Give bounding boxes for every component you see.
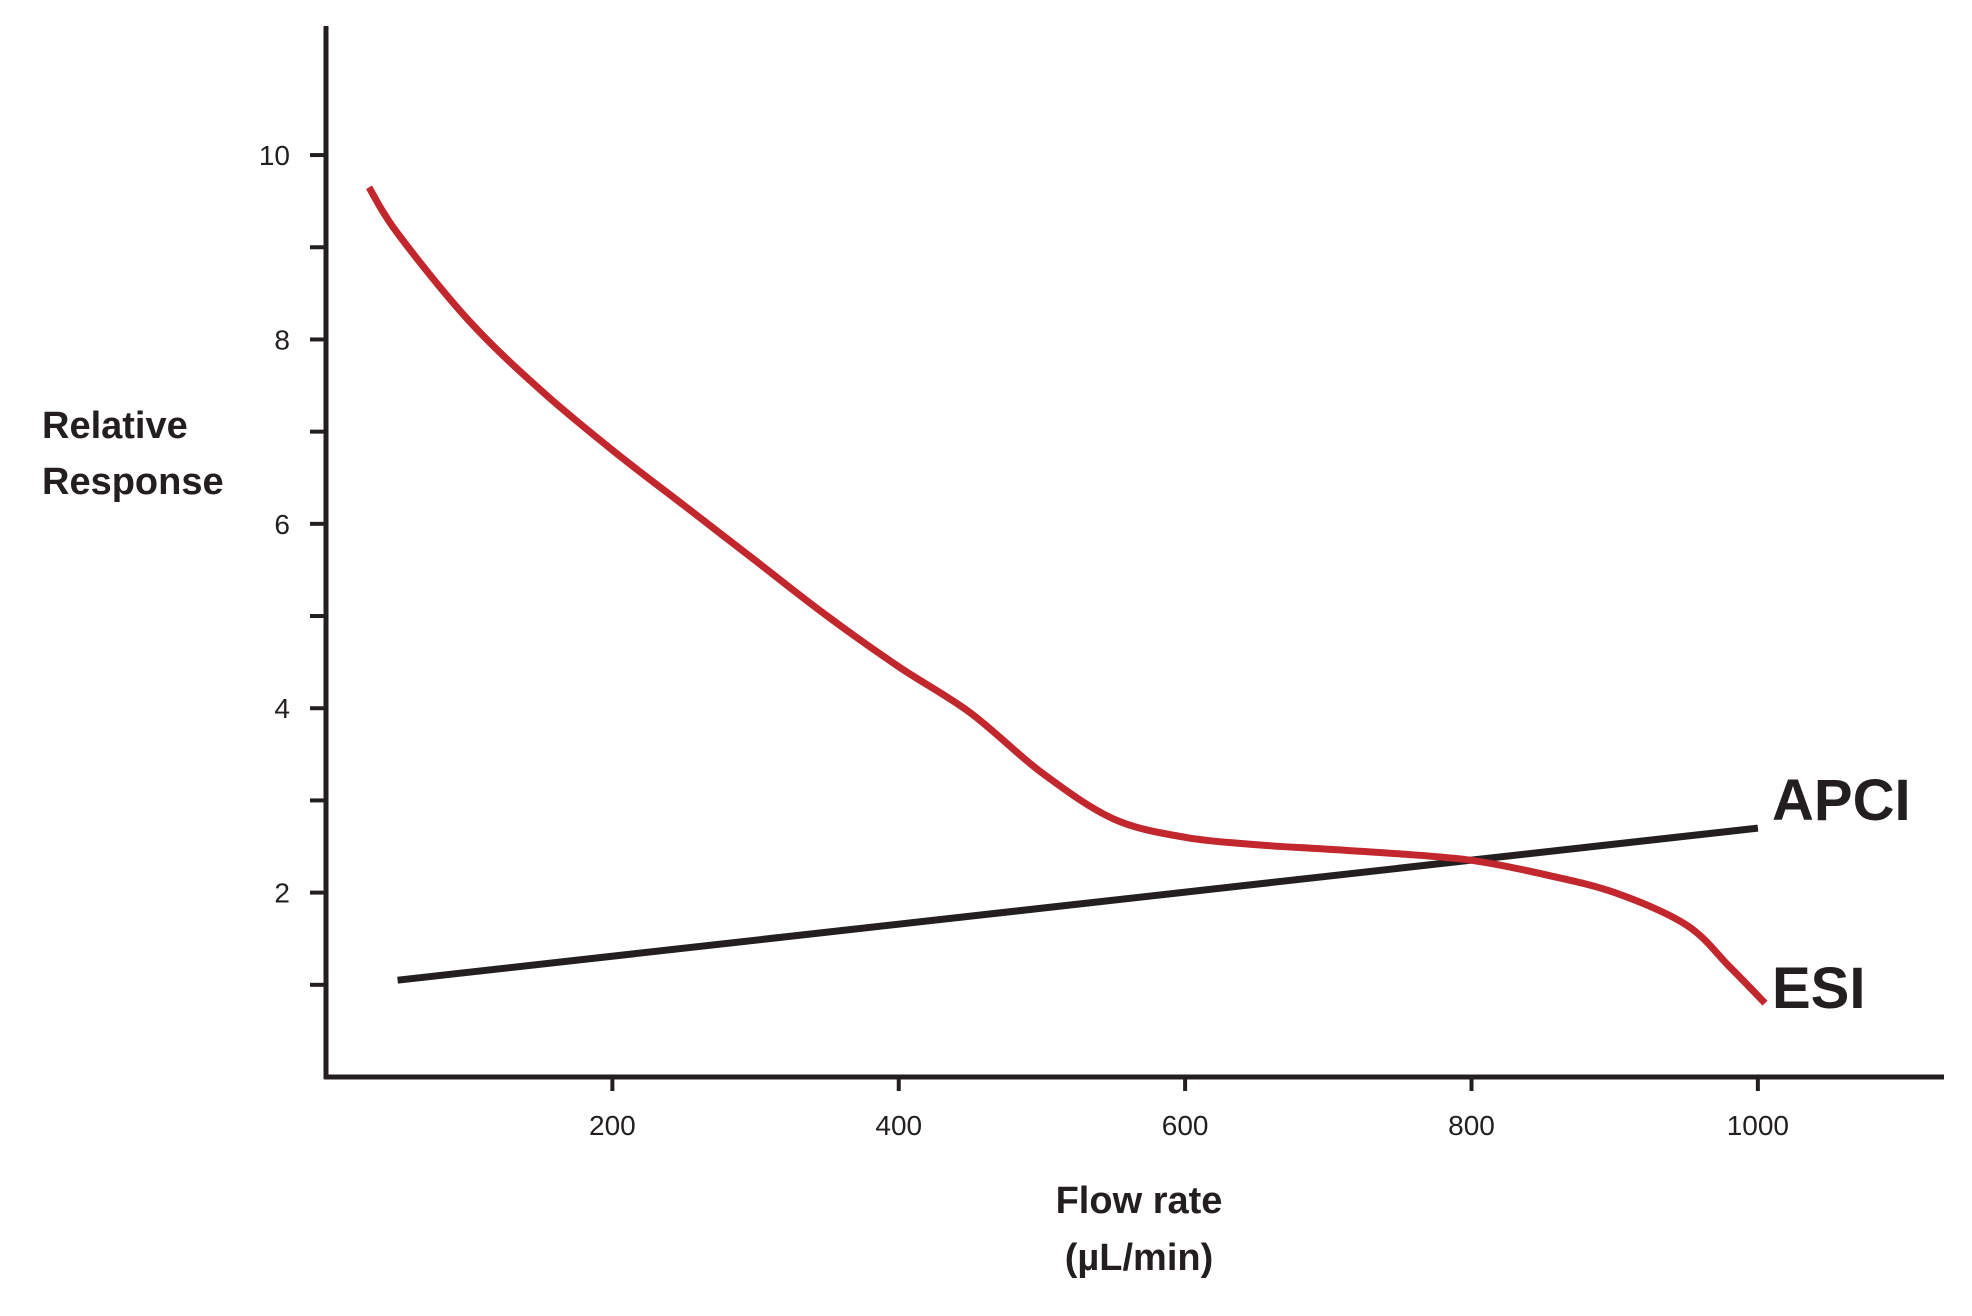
- x-axis-title-line2: (µL/min): [1065, 1237, 1214, 1279]
- y-axis-title-line2: Response: [42, 461, 224, 503]
- x-tick-label-1000: 1000: [1727, 1110, 1789, 1141]
- ticks: 200 400 600 800 1000 2 4 6 8 10: [259, 140, 1789, 1141]
- labels: Relative Response Flow rate (µL/min) APC…: [42, 405, 1911, 1279]
- series-line-esi: [365, 185, 1768, 1006]
- y-axis-title-line1: Relative: [42, 405, 188, 447]
- series-label-esi: ESI: [1772, 956, 1866, 1021]
- x-axis-title-line1: Flow rate: [1056, 1180, 1223, 1222]
- y-tick-label-8: 8: [274, 324, 290, 355]
- y-tick-label-10: 10: [259, 140, 290, 171]
- x-tick-label-800: 800: [1448, 1110, 1495, 1141]
- y-tick-label-4: 4: [274, 693, 290, 724]
- x-tick-label-400: 400: [875, 1110, 922, 1141]
- series-line-apci: [397, 824, 1759, 984]
- axes: [323, 26, 1944, 1080]
- y-tick-label-2: 2: [274, 878, 290, 909]
- x-tick-label-600: 600: [1162, 1110, 1209, 1141]
- x-tick-label-200: 200: [589, 1110, 636, 1141]
- series-lines: [365, 185, 1768, 1006]
- series-label-apci: APCI: [1772, 768, 1911, 833]
- y-tick-label-6: 6: [274, 509, 290, 540]
